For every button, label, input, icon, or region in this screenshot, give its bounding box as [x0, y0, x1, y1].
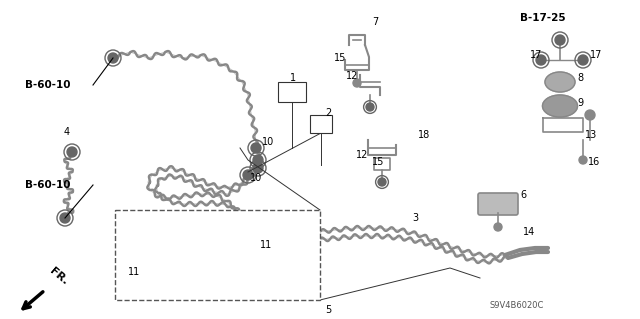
Text: 7: 7 — [372, 17, 378, 27]
FancyBboxPatch shape — [115, 210, 320, 300]
Circle shape — [585, 110, 595, 120]
Text: 11: 11 — [260, 240, 272, 250]
Text: 10: 10 — [250, 173, 262, 183]
Text: FR.: FR. — [48, 266, 70, 287]
Circle shape — [251, 143, 261, 153]
Text: 9: 9 — [577, 98, 583, 108]
Circle shape — [253, 163, 263, 173]
Text: 15: 15 — [372, 157, 385, 167]
Text: 12: 12 — [346, 71, 358, 81]
Text: 13: 13 — [585, 130, 597, 140]
Text: 4: 4 — [64, 127, 70, 137]
Text: 15: 15 — [334, 53, 346, 63]
Text: 6: 6 — [520, 190, 526, 200]
Text: 18: 18 — [418, 130, 430, 140]
Text: 17: 17 — [590, 50, 602, 60]
Circle shape — [494, 223, 502, 231]
Text: 16: 16 — [588, 157, 600, 167]
Text: B-60-10: B-60-10 — [25, 180, 70, 190]
Circle shape — [253, 155, 263, 165]
Text: B-60-10: B-60-10 — [25, 80, 70, 90]
Circle shape — [108, 53, 118, 63]
Circle shape — [60, 213, 70, 223]
FancyBboxPatch shape — [278, 82, 306, 102]
Circle shape — [353, 79, 361, 87]
Text: 1: 1 — [290, 73, 296, 83]
Text: 2: 2 — [325, 108, 332, 118]
Text: 10: 10 — [262, 137, 275, 147]
Circle shape — [67, 147, 77, 157]
Circle shape — [536, 55, 546, 65]
Circle shape — [378, 178, 386, 186]
Circle shape — [366, 103, 374, 111]
Text: 5: 5 — [325, 305, 332, 315]
Text: S9V4B6020C: S9V4B6020C — [490, 300, 545, 309]
Circle shape — [579, 156, 587, 164]
Text: B-17-25: B-17-25 — [520, 13, 566, 23]
Text: 3: 3 — [412, 213, 418, 223]
Ellipse shape — [543, 95, 577, 117]
Circle shape — [260, 265, 270, 275]
Text: 14: 14 — [523, 227, 535, 237]
Circle shape — [555, 35, 565, 45]
FancyBboxPatch shape — [478, 193, 518, 215]
Text: 12: 12 — [356, 150, 369, 160]
Text: 17: 17 — [530, 50, 542, 60]
Circle shape — [243, 170, 253, 180]
Circle shape — [130, 253, 140, 263]
Circle shape — [578, 55, 588, 65]
FancyBboxPatch shape — [310, 115, 332, 133]
Ellipse shape — [545, 72, 575, 92]
Text: 11: 11 — [128, 267, 140, 277]
Text: 8: 8 — [577, 73, 583, 83]
